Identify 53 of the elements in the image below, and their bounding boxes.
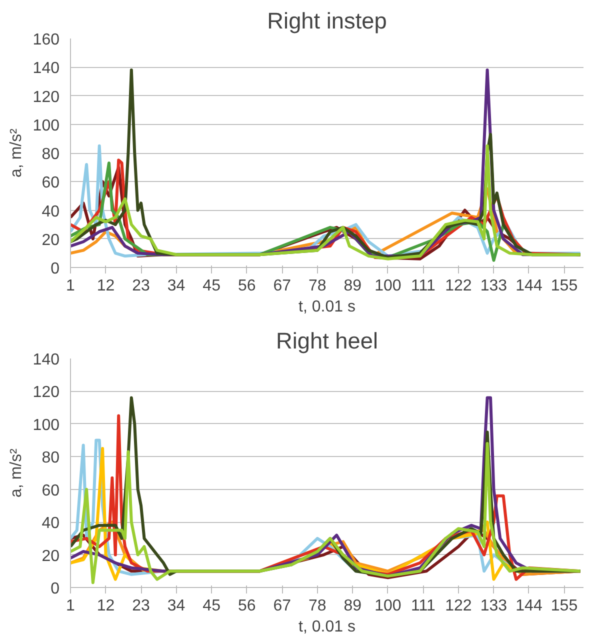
y-tick-label: 60 bbox=[42, 174, 60, 192]
y-axis-title: a, m/s² bbox=[8, 448, 25, 498]
x-tick-label: 111 bbox=[411, 278, 436, 294]
x-tick-label: 45 bbox=[202, 598, 221, 614]
y-tick-label: 40 bbox=[42, 203, 60, 220]
x-tick-label: 89 bbox=[344, 278, 362, 294]
x-tick-label: 23 bbox=[132, 278, 150, 294]
x-tick-label: 34 bbox=[167, 278, 186, 294]
y-tick-label: 140 bbox=[32, 352, 60, 368]
x-tick-label: 89 bbox=[344, 598, 362, 614]
x-tick-label: 34 bbox=[167, 598, 186, 614]
x-tick-label: 1 bbox=[66, 598, 76, 614]
y-tick-label: 160 bbox=[32, 32, 60, 48]
x-tick-label: 78 bbox=[308, 598, 326, 614]
x-tick-label: 67 bbox=[273, 278, 292, 294]
x-tick-label: 155 bbox=[550, 278, 578, 294]
y-tick-label: 40 bbox=[42, 515, 60, 532]
x-tick-label: 100 bbox=[374, 278, 402, 294]
x-tick-label: 56 bbox=[238, 278, 256, 294]
x-tick-label: 122 bbox=[445, 598, 472, 614]
y-tick-label: 60 bbox=[42, 482, 60, 500]
x-tick-label: 12 bbox=[96, 598, 115, 614]
x-tick-label: 78 bbox=[308, 278, 326, 294]
y-tick-label: 140 bbox=[32, 60, 60, 78]
y-tick-label: 120 bbox=[32, 88, 60, 106]
y-axis-title: a, m/s² bbox=[8, 128, 25, 178]
x-tick-label: 1 bbox=[66, 278, 76, 294]
x-tick-label: 45 bbox=[202, 278, 221, 294]
x-tick-label: 133 bbox=[480, 278, 508, 294]
y-tick-label: 100 bbox=[32, 416, 60, 434]
x-tick-label: 67 bbox=[273, 598, 292, 614]
x-tick-label: 133 bbox=[480, 598, 508, 614]
chart-title: Right heel bbox=[276, 328, 378, 354]
x-tick-label: 100 bbox=[374, 598, 402, 614]
x-tick-label: 12 bbox=[96, 278, 115, 294]
y-tick-label: 20 bbox=[42, 548, 60, 565]
y-tick-label: 0 bbox=[50, 260, 60, 278]
x-tick-label: 155 bbox=[550, 598, 578, 614]
y-tick-label: 100 bbox=[32, 117, 60, 134]
x-axis-title: t, 0.01 s bbox=[298, 298, 356, 316]
y-tick-label: 20 bbox=[42, 232, 60, 249]
x-tick-label: 23 bbox=[132, 598, 150, 614]
x-tick-label: 144 bbox=[516, 278, 542, 294]
x-axis-title: t, 0.01 s bbox=[298, 618, 356, 636]
y-tick-label: 80 bbox=[42, 450, 60, 467]
x-tick-label: 144 bbox=[516, 598, 542, 614]
x-tick-label: 111 bbox=[411, 598, 436, 614]
x-tick-label: 56 bbox=[238, 598, 256, 614]
y-tick-label: 0 bbox=[50, 580, 60, 598]
y-tick-label: 120 bbox=[32, 384, 60, 402]
chart-title: Right instep bbox=[267, 8, 387, 34]
y-tick-label: 80 bbox=[42, 146, 60, 163]
x-tick-label: 122 bbox=[445, 278, 472, 294]
